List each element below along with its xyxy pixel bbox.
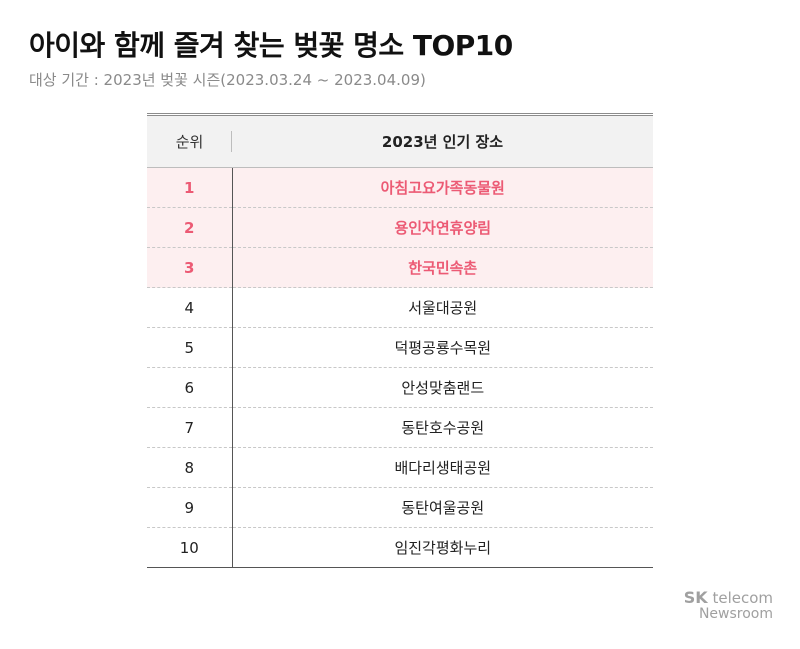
page-title: 아이와 함께 즐겨 찾는 벚꽃 명소 TOP10 [29, 29, 513, 62]
rank-cell: 5 [147, 327, 233, 368]
place-cell: 용인자연휴양림 [232, 207, 653, 248]
table-row: 8 배다리생태공원 [147, 447, 653, 488]
table-row: 7 동탄호수공원 [147, 407, 653, 448]
rank-cell: 9 [147, 487, 233, 528]
rank-cell: 2 [147, 207, 233, 248]
place-cell: 아침고요가족동물원 [232, 167, 653, 208]
table-row: 9 동탄여울공원 [147, 487, 653, 528]
table-row: 10 임진각평화누리 [147, 527, 653, 568]
table-row: 2 용인자연휴양림 [147, 207, 653, 248]
ranking-table: 순위 2023년 인기 장소 1 아침고요가족동물원 2 용인자연휴양림 3 한국민속촌 4… [147, 116, 653, 568]
place-cell: 배다리생태공원 [232, 447, 653, 488]
place-cell: 안성맞춤랜드 [232, 367, 653, 408]
rank-cell: 3 [147, 247, 233, 288]
table-row: 4 서울대공원 [147, 287, 653, 328]
place-cell: 동탄호수공원 [232, 407, 653, 448]
rank-cell: 10 [147, 527, 233, 568]
table-body: 1 아침고요가족동물원 2 용인자연휴양림 3 한국민속촌 4 서울대공원 5 덕평공룡수목원 6 안… [147, 167, 653, 568]
table-header-row: 순위 2023년 인기 장소 [147, 116, 653, 168]
rank-cell: 1 [147, 167, 233, 208]
brand-telecom: telecom [712, 589, 773, 607]
place-cell: 임진각평화누리 [232, 527, 653, 568]
place-cell: 한국민속촌 [232, 247, 653, 288]
rank-cell: 8 [147, 447, 233, 488]
table-row: 1 아침고요가족동물원 [147, 167, 653, 208]
place-cell: 덕평공룡수목원 [232, 327, 653, 368]
sk-telecom-newsroom-logo: SK telecom Newsroom [684, 589, 773, 622]
table-top-rule [147, 113, 653, 116]
table-row: 5 덕평공룡수목원 [147, 327, 653, 368]
ranking-table-container: 순위 2023년 인기 장소 1 아침고요가족동물원 2 용인자연휴양림 3 한국민속촌 4… [147, 113, 653, 568]
table-row: 3 한국민속촌 [147, 247, 653, 288]
rank-column-header: 순위 [147, 116, 232, 168]
place-cell: 서울대공원 [232, 287, 653, 328]
rank-cell: 4 [147, 287, 233, 328]
rank-cell: 6 [147, 367, 233, 408]
brand-sk: SK [683, 588, 708, 607]
brand-newsroom: Newsroom [698, 605, 773, 622]
rank-cell: 7 [147, 407, 233, 448]
place-column-header: 2023년 인기 장소 [232, 116, 653, 168]
page-subtitle: 대상 기간 : 2023년 벚꽃 시즌(2023.03.24 ~ 2023.04… [29, 71, 426, 89]
place-cell: 동탄여울공원 [232, 487, 653, 528]
table-row: 6 안성맞춤랜드 [147, 367, 653, 408]
